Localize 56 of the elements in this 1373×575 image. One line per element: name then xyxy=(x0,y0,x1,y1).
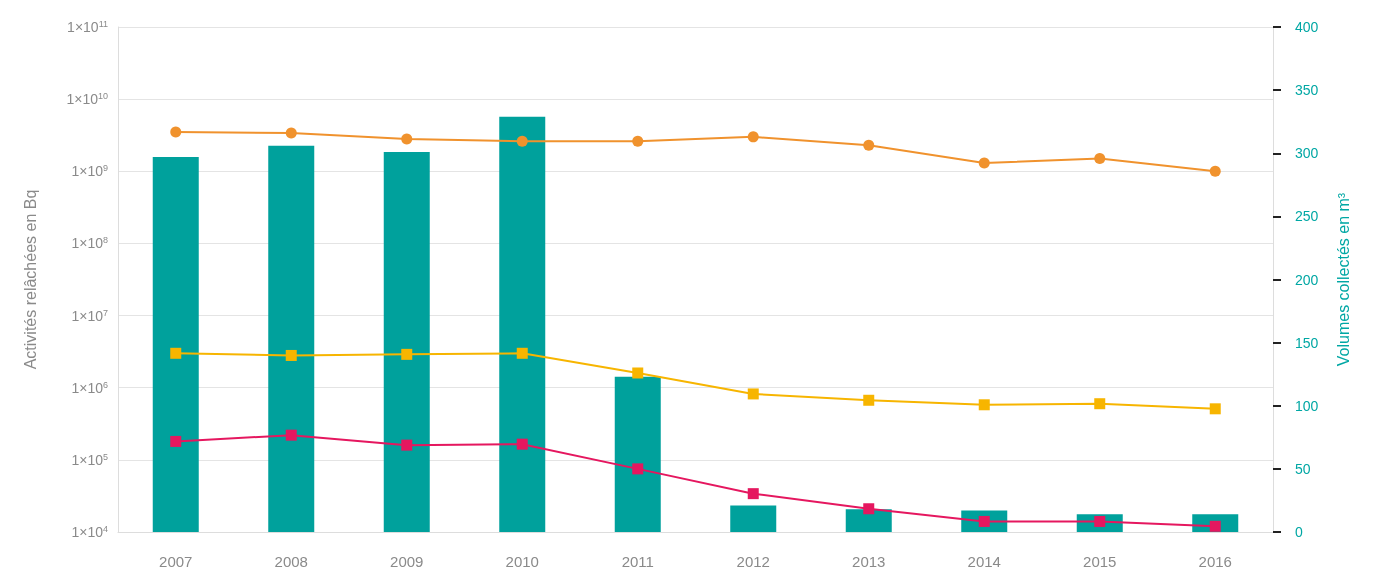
y2-tick-label: 250 xyxy=(1295,208,1319,225)
point xyxy=(170,126,182,138)
point xyxy=(1094,153,1106,165)
x-tick-label: 2013 xyxy=(852,553,886,570)
point xyxy=(516,438,528,450)
point xyxy=(863,394,875,406)
point xyxy=(285,349,297,361)
point xyxy=(863,503,875,515)
point xyxy=(747,388,759,400)
point xyxy=(401,439,413,451)
x-tick-label: 2014 xyxy=(967,553,1001,570)
y-tick-label: 1×10$^{8}$ xyxy=(71,235,108,252)
point xyxy=(863,139,875,151)
point xyxy=(170,347,182,359)
point xyxy=(978,157,990,169)
point xyxy=(1209,403,1221,415)
point xyxy=(170,435,182,447)
y-tick-label: 1×10$^{9}$ xyxy=(71,162,108,180)
point xyxy=(516,347,528,359)
point xyxy=(285,429,297,441)
point xyxy=(978,399,990,411)
y-tick-label: 1×10$^{4}$ xyxy=(71,523,108,541)
x-tick-label: 2008 xyxy=(274,553,308,570)
point xyxy=(632,135,644,147)
y2-tick-label: 200 xyxy=(1295,271,1319,288)
y2-tick-label: 400 xyxy=(1295,19,1319,35)
y-tick-label: 1×10$^{11}$ xyxy=(67,18,108,36)
y-axis-title: Activités relâchées en Bq xyxy=(21,189,39,370)
point xyxy=(747,131,759,143)
y-tick-label: 1×10$^{5}$ xyxy=(71,451,108,469)
y2-tick-label: 100 xyxy=(1295,397,1319,414)
point xyxy=(401,133,413,145)
x-tick-label: 2016 xyxy=(1198,553,1232,570)
y-tick-label: 1×10$^{7}$ xyxy=(71,307,108,324)
x-tick-label: 2012 xyxy=(736,553,770,570)
x-tick-label: 2015 xyxy=(1083,553,1117,570)
y-tick-label: 1×10$^{6}$ xyxy=(71,379,108,397)
point xyxy=(747,488,759,500)
point xyxy=(632,367,644,379)
y2-tick-label: 50 xyxy=(1295,460,1311,477)
point xyxy=(1094,398,1106,410)
y2-tick-label: 150 xyxy=(1295,334,1319,351)
x-tick-label: 2007 xyxy=(159,553,193,570)
y2-axis-title: Volumes collectés en m³ xyxy=(1334,192,1352,367)
point xyxy=(1209,165,1221,177)
x-tick-label: 2009 xyxy=(390,553,424,570)
y2-tick-label: 300 xyxy=(1295,145,1319,162)
point xyxy=(285,127,297,139)
point xyxy=(516,135,528,147)
y-tick-label: 1×10$^{10}$ xyxy=(66,90,108,108)
point xyxy=(632,463,644,475)
x-tick-label: 2010 xyxy=(505,553,539,570)
y2-tick-label: 350 xyxy=(1295,82,1319,99)
point xyxy=(401,348,413,360)
x-tick-label: 2011 xyxy=(621,553,654,570)
y2-tick-label: 0 xyxy=(1295,524,1303,540)
